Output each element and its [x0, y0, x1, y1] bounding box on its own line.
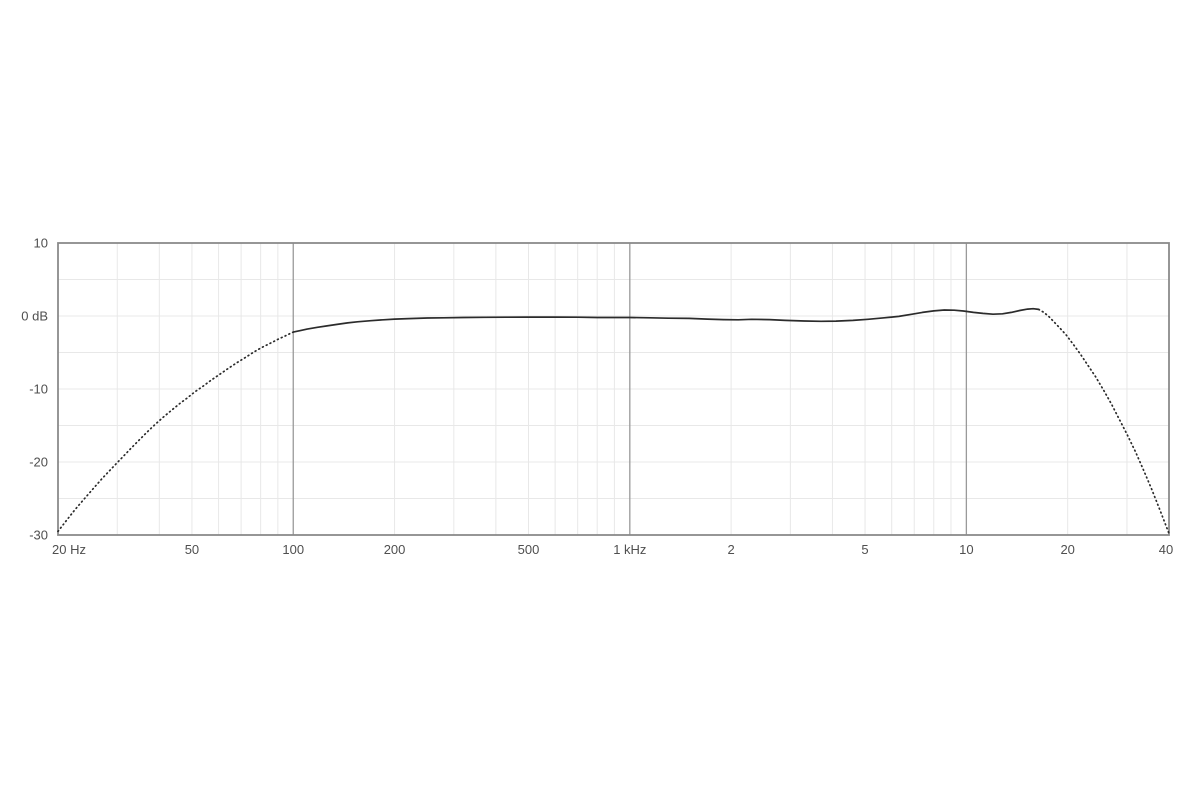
- x-tick-label: 20 Hz: [52, 542, 86, 557]
- response-curve-solid: [292, 307, 1040, 333]
- y-tick-label: -20: [29, 455, 48, 470]
- x-tick-label: 500: [518, 542, 540, 557]
- y-tick-label: -10: [29, 382, 48, 397]
- x-tick-label: 50: [185, 542, 199, 557]
- plot-frame-rect: [57, 242, 1170, 536]
- response-curve-dotted: [57, 331, 295, 533]
- x-tick-label: 1 kHz: [613, 542, 646, 557]
- horizontal-gridlines: [58, 279, 1169, 499]
- x-axis-tick-labels: 20 Hz 50 100 200 500 1 kHz 2 5 10 20 40: [52, 542, 1173, 557]
- response-curve-dotted: [1037, 308, 1170, 535]
- y-tick-label: -30: [29, 528, 48, 543]
- x-tick-label: 200: [384, 542, 406, 557]
- y-tick-label: 0 dB: [21, 309, 48, 324]
- y-axis-tick-labels: 10 0 dB -10 -20 -30: [21, 236, 48, 543]
- response-curves: [57, 307, 1170, 535]
- y-tick-label: 10: [34, 236, 48, 251]
- major-gridlines: [292, 243, 968, 535]
- x-tick-label: 40: [1159, 542, 1173, 557]
- x-tick-label: 20: [1060, 542, 1074, 557]
- plot-frame: [57, 242, 1170, 536]
- x-tick-label: 2: [728, 542, 735, 557]
- x-tick-label: 5: [861, 542, 868, 557]
- x-tick-label: 10: [959, 542, 973, 557]
- x-tick-label: 100: [282, 542, 304, 557]
